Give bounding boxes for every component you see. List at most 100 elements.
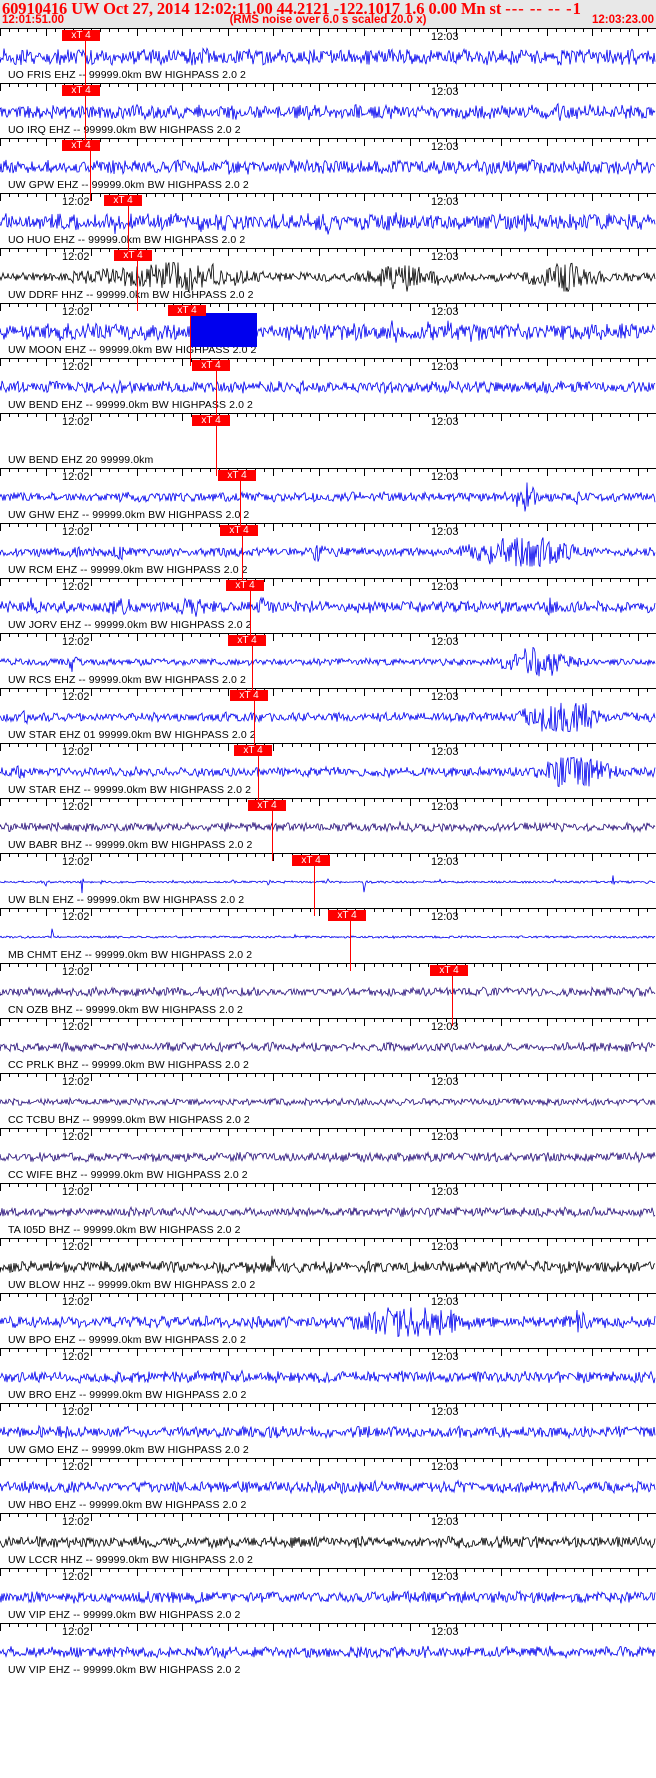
- axis-tick-minor: [392, 1073, 393, 1077]
- seismogram-row[interactable]: 12:02 12:03 UW MOON EHZ -- 99999.0km BW HI…: [0, 303, 656, 358]
- axis-tick-minor: [146, 523, 147, 527]
- phase-pick-line[interactable]: [252, 635, 253, 696]
- seismogram-row[interactable]: 12:02 12:03 UW JORV EHZ -- 99999.0km BW HI…: [0, 578, 656, 633]
- axis-tick-minor: [601, 248, 602, 252]
- scale-tag-badge[interactable]: xT 4: [62, 85, 100, 96]
- axis-tick-minor: [100, 193, 101, 197]
- axis-tick-minor: [310, 1458, 311, 1462]
- phase-pick-line[interactable]: [350, 910, 351, 971]
- axis-tick-minor: [9, 303, 10, 307]
- seismogram-row[interactable]: 12:02 12:03 UW BRO EHZ -- 99999.0km BW HIG…: [0, 1348, 656, 1403]
- axis-tick-minor: [237, 1128, 238, 1132]
- axis-tick-minor: [328, 578, 329, 582]
- scale-tag-badge[interactable]: xT 4: [192, 415, 230, 426]
- axis-tick-major: [0, 578, 1, 586]
- seismogram-row[interactable]: 12:02 12:03 UW STAR EHZ 01 99999.0km BW HI…: [0, 688, 656, 743]
- phase-pick-line[interactable]: [216, 415, 217, 476]
- time-axis: [0, 1293, 656, 1302]
- axis-tick-minor: [601, 1293, 602, 1297]
- axis-tick-minor: [219, 798, 220, 802]
- axis-tick-minor: [9, 1238, 10, 1242]
- scale-tag-badge[interactable]: xT 4: [168, 305, 206, 316]
- axis-tick-minor: [446, 1513, 447, 1517]
- phase-pick-line[interactable]: [250, 580, 251, 641]
- axis-tick-minor: [492, 358, 493, 362]
- phase-pick-line[interactable]: [254, 690, 255, 751]
- axis-tick-minor: [155, 358, 156, 362]
- scale-tag-badge[interactable]: xT 4: [226, 580, 264, 591]
- axis-tick-minor: [510, 1623, 511, 1627]
- scale-tag-badge[interactable]: xT 4: [248, 800, 286, 811]
- seismogram-row[interactable]: 12:02 12:03 CC PRLK BHZ -- 99999.0km BW HI…: [0, 1018, 656, 1073]
- phase-pick-line[interactable]: [128, 195, 129, 256]
- axis-tick-minor: [9, 1623, 10, 1627]
- phase-pick-line[interactable]: [240, 470, 241, 531]
- seismogram-row[interactable]: 12:02 12:03 UW LCCR HHZ -- 99999.0km BW HI…: [0, 1513, 656, 1568]
- seismogram-row[interactable]: 12:02 12:03 UW VIP EHZ -- 99999.0km BW HIG…: [0, 1568, 656, 1623]
- axis-tick-minor: [246, 1348, 247, 1352]
- phase-pick-line[interactable]: [452, 965, 453, 1026]
- seismogram-row[interactable]: 12:02 12:03 CC WIFE BHZ -- 99999.0km BW HI…: [0, 1128, 656, 1183]
- phase-pick-line[interactable]: [242, 525, 243, 586]
- axis-tick-major: [638, 633, 639, 641]
- axis-tick-minor: [492, 468, 493, 472]
- phase-pick-line[interactable]: [90, 140, 91, 201]
- axis-tick-minor: [264, 1623, 265, 1627]
- axis-tick-major: [364, 28, 365, 36]
- seismogram-row[interactable]: 12:02 12:03 UW GHW EHZ -- 99999.0km BW HIG…: [0, 468, 656, 523]
- seismogram-row[interactable]: 12:02 12:03 UW GMO EHZ -- 99999.0km BW HIG…: [0, 1403, 656, 1458]
- scale-tag-badge[interactable]: xT 4: [62, 30, 100, 41]
- time-axis: [0, 1183, 656, 1192]
- scale-tag-badge[interactable]: xT 4: [220, 525, 258, 536]
- scale-tag-badge[interactable]: xT 4: [228, 635, 266, 646]
- axis-tick-minor: [355, 1018, 356, 1022]
- axis-tick-minor: [437, 688, 438, 692]
- time-axis: [0, 1568, 656, 1577]
- phase-pick-line[interactable]: [190, 305, 191, 366]
- seismogram-row[interactable]: 12:02 12:03 UO HUO EHZ -- 99999.0km BW HIG…: [0, 193, 656, 248]
- seismogram-row[interactable]: 12:02 12:03 UW BPO EHZ -- 99999.0km BW HIG…: [0, 1293, 656, 1348]
- scale-tag-badge[interactable]: xT 4: [192, 360, 230, 371]
- phase-pick-line[interactable]: [137, 250, 138, 311]
- phase-pick-line[interactable]: [216, 360, 217, 421]
- seismogram-row[interactable]: 12:02 12:03 CC TCBU BHZ -- 99999.0km BW HI…: [0, 1073, 656, 1128]
- channel-label: UW MOON EHZ -- 99999.0km BW HIGHPASS 2.0…: [8, 344, 257, 356]
- axis-tick-major: [137, 1128, 138, 1136]
- time-axis: [0, 303, 656, 312]
- seismogram-row[interactable]: 12:02 12:03 UW VIP EHZ -- 99999.0km BW HIG…: [0, 1623, 656, 1678]
- scale-tag-badge[interactable]: xT 4: [62, 140, 100, 151]
- phase-pick-line[interactable]: [314, 855, 315, 916]
- phase-pick-line[interactable]: [272, 800, 273, 861]
- seismogram-row[interactable]: 12:02 12:03 MB CHMT EHZ -- 99999.0km BW HI…: [0, 908, 656, 963]
- scale-tag-badge[interactable]: xT 4: [234, 745, 272, 756]
- waveform-svg: [0, 1369, 656, 1384]
- scale-tag-badge[interactable]: xT 4: [230, 690, 268, 701]
- seismogram-row[interactable]: 12:02 12:03 UW STAR EHZ -- 99999.0km BW HI…: [0, 743, 656, 798]
- seismogram-row[interactable]: 12:02 12:03 UW BEND EHZ 20 99999.0km: [0, 413, 656, 468]
- phase-pick-line[interactable]: [85, 85, 86, 146]
- phase-pick-line[interactable]: [85, 30, 86, 91]
- scale-tag-badge[interactable]: xT 4: [104, 195, 142, 206]
- seismogram-row[interactable]: 12:02 12:03 UW RCM EHZ -- 99999.0km BW HIG…: [0, 523, 656, 578]
- seismogram-row[interactable]: 12:02 12:03 UW BEND EHZ -- 99999.0km BW HI…: [0, 358, 656, 413]
- scale-tag-badge[interactable]: xT 4: [292, 855, 330, 866]
- phase-pick-line[interactable]: [258, 745, 259, 806]
- seismogram-row[interactable]: 12:02 12:03 TA I05D BHZ -- 99999.0km BW HI…: [0, 1183, 656, 1238]
- seismogram-row[interactable]: 12:02 12:03 UW DDRF HHZ -- 99999.0km BW HI…: [0, 248, 656, 303]
- axis-tick-minor: [483, 248, 484, 252]
- seismogram-row[interactable]: 12:02 12:03 UW BABR BHZ -- 99999.0km BW HI…: [0, 798, 656, 853]
- seismogram-row[interactable]: 12:02 12:03 UW BLOW HHZ -- 99999.0km BW HI…: [0, 1238, 656, 1293]
- scale-tag-badge[interactable]: xT 4: [328, 910, 366, 921]
- axis-tick-minor: [173, 1568, 174, 1572]
- scale-tag-badge[interactable]: xT 4: [114, 250, 152, 261]
- scale-tag-badge[interactable]: xT 4: [218, 470, 256, 481]
- axis-tick-minor: [601, 1568, 602, 1572]
- seismogram-row[interactable]: 12:02 12:03 UW BLN EHZ -- 99999.0km BW HIG…: [0, 853, 656, 908]
- axis-tick-major: [547, 1513, 548, 1521]
- seismogram-row[interactable]: 12:02 12:03 UW HBO EHZ -- 99999.0km BW HIG…: [0, 1458, 656, 1513]
- axis-tick-minor: [155, 193, 156, 197]
- scale-tag-badge[interactable]: xT 4: [430, 965, 468, 976]
- seismogram-row[interactable]: 12:02 12:03 UW RCS EHZ -- 99999.0km BW HIG…: [0, 633, 656, 688]
- axis-tick-minor: [620, 248, 621, 252]
